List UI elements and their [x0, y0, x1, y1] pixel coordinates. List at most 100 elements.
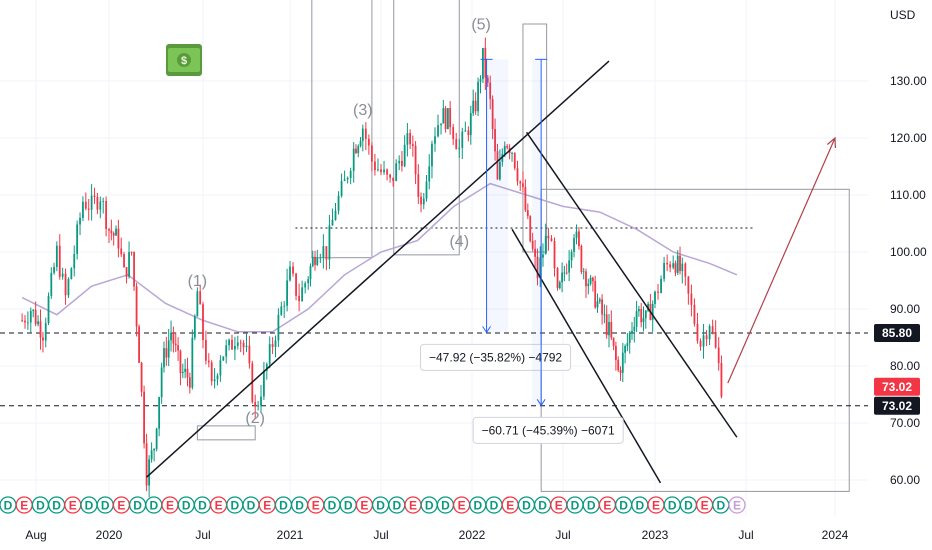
candle-body: [67, 278, 70, 296]
candle-body: [328, 225, 331, 260]
candle-body: [202, 304, 204, 341]
candle-body: [428, 166, 431, 182]
event-marker-label: E: [555, 499, 563, 513]
candle-body: [626, 343, 629, 346]
candle-body: [619, 370, 622, 373]
event-marker-label: E: [409, 499, 417, 513]
candle-body: [70, 268, 73, 279]
candle-body: [263, 370, 265, 397]
candle-body: [666, 263, 669, 265]
candle-body: [642, 318, 645, 323]
candle-body: [401, 160, 403, 167]
candle-body: [82, 201, 84, 218]
event-marker-label: D: [328, 499, 337, 513]
candle-body: [265, 364, 268, 371]
candle-body: [364, 128, 367, 139]
event-marker-label: D: [344, 499, 353, 513]
candle-body: [553, 240, 556, 269]
candle-body: [301, 287, 304, 302]
candle-body: [687, 276, 690, 294]
candle-body: [319, 257, 322, 259]
candle-body: [506, 146, 509, 148]
price-badge: [874, 323, 920, 342]
candle-body: [112, 233, 115, 236]
event-marker-label: D: [571, 499, 580, 513]
event-marker-label: D: [392, 499, 401, 513]
candle-body: [556, 268, 559, 289]
event-marker-label: D: [133, 499, 142, 513]
event-marker-label: D: [441, 499, 450, 513]
candle-body: [158, 397, 161, 429]
wave-labels: (1) (2) (3) (4) (5): [188, 17, 491, 427]
event-marker-label: D: [85, 499, 94, 513]
candle-body: [115, 228, 117, 236]
candle-body: [148, 459, 151, 486]
candle-body: [138, 326, 140, 363]
candle-body: [337, 195, 340, 211]
chart-grid: [0, 0, 868, 516]
candle-body: [624, 345, 626, 353]
annotation-box: [311, 0, 373, 259]
candle-body: [304, 283, 307, 288]
candle-body: [355, 148, 357, 154]
event-marker-label: E: [360, 499, 368, 513]
candle-body: [608, 321, 610, 336]
event-marker-label: D: [635, 499, 644, 513]
candle-body: [228, 339, 230, 346]
event-marker-label: E: [506, 499, 514, 513]
candlestick-layer: [21, 37, 723, 498]
candle-body: [585, 271, 587, 287]
event-marker-label: D: [182, 499, 191, 513]
candle-body: [331, 220, 334, 226]
trendline-layer: [146, 60, 836, 484]
candle-body: [380, 169, 382, 173]
candle-body: [720, 363, 723, 397]
candle-body: [534, 248, 536, 257]
candle-body: [522, 183, 524, 188]
event-marker-label: D: [619, 499, 628, 513]
candle-body: [346, 178, 349, 180]
candle-body: [461, 131, 464, 148]
event-marker-label: E: [701, 499, 709, 513]
candle-body: [26, 322, 29, 324]
candle-body: [205, 340, 207, 361]
candle-body: [542, 254, 544, 258]
candle-body: [612, 337, 615, 346]
annotation-box: [196, 425, 256, 441]
projection-arrow-head: [827, 136, 836, 149]
money-banknote-icon: $: [166, 44, 202, 76]
event-marker-label: D: [198, 499, 207, 513]
candle-body: [669, 264, 672, 268]
candle-body: [513, 153, 516, 169]
price-axis[interactable]: USD 60.00 70.00 80.00 90.00 100.00 110.00 120.0…: [874, 8, 927, 487]
candle-body: [511, 153, 513, 154]
candle-body: [184, 368, 187, 372]
candle-body: [188, 377, 191, 388]
candle-body: [425, 181, 428, 199]
measure-label: −60.71 (−45.39%) −6071: [482, 423, 615, 437]
candle-body: [491, 99, 494, 129]
candle-body: [79, 217, 81, 225]
candle-body: [216, 375, 219, 380]
candle-body: [455, 139, 458, 150]
candle-body: [177, 345, 179, 351]
time-axis[interactable]: Aug 2020 Jul 2021 Jul 2022 Jul 2023 Jul 2024: [25, 528, 848, 542]
candle-body: [578, 231, 580, 246]
candle-body: [108, 229, 110, 231]
time-tick-label: Jul: [373, 528, 388, 542]
measure-label-box: [472, 416, 624, 444]
candle-body: [386, 169, 388, 175]
candle-body: [53, 266, 55, 273]
candle-body: [32, 309, 35, 312]
candle-body: [174, 343, 177, 346]
candle-body: [411, 144, 414, 146]
candle-body: [469, 113, 472, 136]
candle-body: [598, 299, 601, 302]
candle-body: [374, 161, 376, 171]
candle-body: [699, 340, 702, 347]
candle-body: [225, 345, 228, 357]
candle-body: [711, 326, 714, 333]
candle-body: [628, 333, 631, 344]
